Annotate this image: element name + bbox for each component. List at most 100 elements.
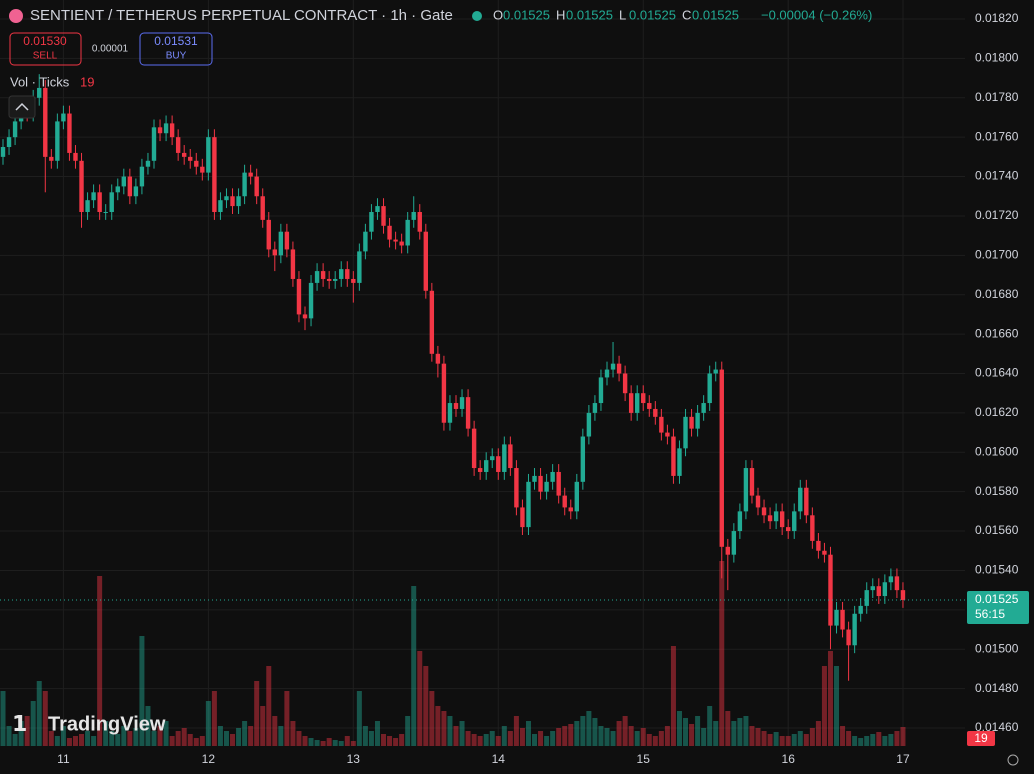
candle-body xyxy=(236,196,241,207)
volume-bar xyxy=(803,734,809,746)
volume-bar xyxy=(477,736,483,746)
candle-body xyxy=(272,249,277,256)
candle-body xyxy=(85,200,90,213)
volume-bar xyxy=(882,736,888,746)
candle-body xyxy=(876,586,881,597)
candle-body xyxy=(37,87,42,98)
ohlc-value: 0.01525 xyxy=(692,7,739,22)
volume-bar xyxy=(453,726,459,746)
candle-body xyxy=(381,206,386,226)
volume-bar xyxy=(151,731,157,746)
candle-body xyxy=(399,241,404,246)
volume-bar xyxy=(211,691,217,746)
candle-body xyxy=(254,176,259,197)
candle-body xyxy=(858,605,863,614)
brand-icon: 𝟭 xyxy=(12,711,27,736)
candle-body xyxy=(182,152,187,157)
candle-body xyxy=(61,113,66,122)
candle-body xyxy=(423,231,428,291)
volume-bar xyxy=(797,731,803,746)
volume-bar xyxy=(864,736,870,746)
volume-bar xyxy=(12,734,18,746)
chart-title: SENTIENT / TETHERUS PERPETUAL CONTRACT ·… xyxy=(30,7,453,24)
candle-body xyxy=(894,576,900,591)
volume-bar xyxy=(894,731,900,746)
volume-bar xyxy=(441,711,447,746)
volume-bar xyxy=(785,736,791,746)
candle-body xyxy=(635,393,640,413)
collapse-button[interactable] xyxy=(8,95,36,119)
volume-bar xyxy=(459,721,465,746)
volume-bar xyxy=(815,721,821,746)
volume-bar xyxy=(586,711,592,746)
volume-bar xyxy=(616,721,622,746)
candle-body xyxy=(514,468,519,508)
volume-bar xyxy=(72,736,78,746)
volume-bar xyxy=(755,728,761,746)
candle-body xyxy=(834,609,839,626)
candle-body xyxy=(574,481,579,512)
candle-body xyxy=(357,251,362,283)
volume-bar xyxy=(157,726,163,746)
volume-tag-value: 19 xyxy=(974,731,988,745)
candle-body xyxy=(320,271,326,279)
volume-bar xyxy=(725,711,731,746)
y-tick-label: 0.01600 xyxy=(975,444,1019,458)
candle-body xyxy=(278,231,284,256)
candle-body xyxy=(695,412,700,429)
volume-bar xyxy=(562,726,568,746)
volume-bar xyxy=(695,716,701,746)
volume-bar xyxy=(127,731,133,746)
candle-body xyxy=(230,196,235,207)
volume-bar xyxy=(103,721,109,746)
candle-body xyxy=(55,121,60,161)
candle-body xyxy=(725,546,730,555)
volume-bar xyxy=(713,721,719,746)
candle-body xyxy=(127,176,133,197)
volume-bar xyxy=(852,736,858,746)
volume-bar xyxy=(731,721,737,746)
volume-bar xyxy=(471,734,477,746)
candle-body xyxy=(218,200,223,213)
volume-bar xyxy=(858,738,864,746)
candle-body xyxy=(604,369,610,378)
candle-body xyxy=(683,416,688,449)
candle-body xyxy=(622,373,628,394)
volume-bar xyxy=(314,740,320,746)
volume-bar xyxy=(737,718,743,746)
volume-bar xyxy=(634,731,640,746)
settings-icon[interactable] xyxy=(1007,754,1019,766)
y-tick-label: 0.01480 xyxy=(975,681,1019,695)
volume-bar xyxy=(689,724,695,746)
candle-body xyxy=(502,444,507,472)
buy-label: BUY xyxy=(166,51,187,62)
sell-button[interactable] xyxy=(9,32,82,66)
candle-body xyxy=(6,137,12,148)
candle-body xyxy=(260,196,265,220)
last-price-tag xyxy=(967,590,1029,624)
ohlc-legend: O 0.01525 H 0.01525 L 0.01525 C 0.01525 xyxy=(493,7,739,22)
buy-button[interactable] xyxy=(139,32,213,66)
spread: 0.00001 xyxy=(92,44,129,55)
ohlc-key: L xyxy=(619,7,626,22)
candle-body xyxy=(471,428,477,469)
volume-bar xyxy=(640,728,646,746)
candle-body xyxy=(91,192,96,201)
candle-body xyxy=(882,582,888,597)
candle-body xyxy=(580,436,586,482)
volume-bar xyxy=(417,651,423,746)
candle-body xyxy=(755,495,761,508)
candle-body xyxy=(761,507,767,516)
candle-body xyxy=(405,219,410,246)
volume-bar xyxy=(827,651,833,746)
volume-bar xyxy=(115,734,121,746)
candle-body xyxy=(133,186,139,197)
candle-body xyxy=(363,231,368,252)
candle-body xyxy=(737,511,743,532)
volume-bar xyxy=(773,732,779,746)
candle-body xyxy=(447,403,453,423)
candle-body xyxy=(326,278,332,281)
candle-body xyxy=(477,468,483,472)
volume-bar xyxy=(622,716,628,746)
